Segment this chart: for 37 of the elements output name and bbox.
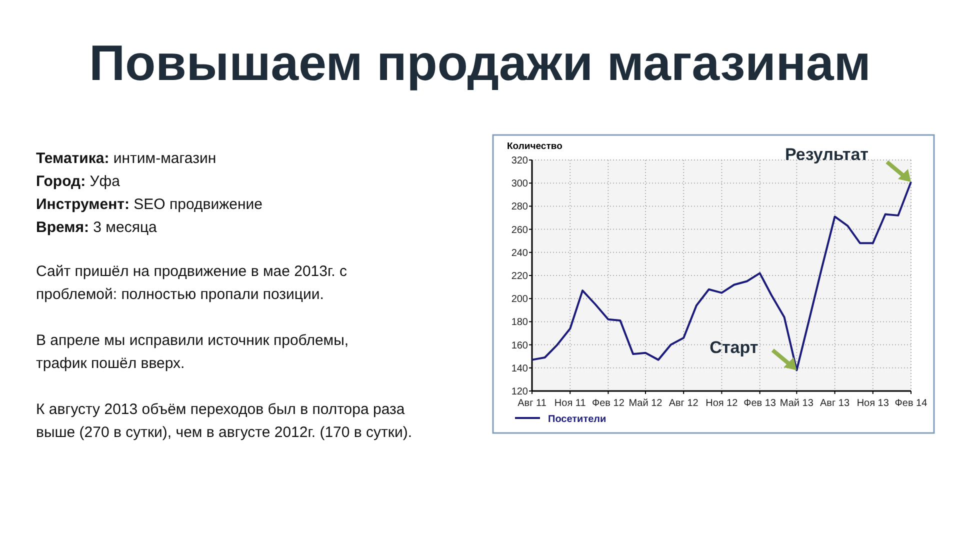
x-tick-label: Ноя 13 xyxy=(856,398,890,409)
x-tick-label: Авг 11 xyxy=(518,398,547,409)
y-tick-label: 220 xyxy=(511,271,528,282)
y-tick-label: 160 xyxy=(511,340,528,352)
text: Инструмент: SEO продвижение xyxy=(36,196,262,213)
y-tick-label: 180 xyxy=(511,317,528,328)
annotation: Старт xyxy=(710,338,758,358)
x-tick-label: Авг 12 xyxy=(668,398,699,409)
text: К августу 2013 объём переходов был в полтора раза xyxy=(36,401,406,418)
y-tick-label: 300 xyxy=(511,178,528,190)
y-tick-label: 320 xyxy=(511,156,528,166)
text: Сайт пришёл на продвижение в мае 2013г. с xyxy=(36,263,348,280)
text: трафик пошёл вверх. xyxy=(36,355,185,372)
text: Тематика: интим-магазин xyxy=(36,150,216,167)
x-tick-label: Авг 13 xyxy=(820,398,850,409)
y-tick-label: 120 xyxy=(511,386,528,398)
text: В апреле мы исправили источник проблемы, xyxy=(36,332,349,349)
legend-label: Посетители xyxy=(548,414,606,425)
x-tick-label: Фев 12 xyxy=(592,398,625,409)
annotation: Результат xyxy=(785,144,868,164)
chart-title: Повышаем продажи магазинам xyxy=(89,35,871,91)
y-tick-label: 260 xyxy=(511,224,528,236)
x-tick-label: Ноя 11 xyxy=(554,398,586,409)
text: выше (270 в сутки), чем в августе 2012г. (170 в сутки). xyxy=(36,424,412,441)
y-tick-label: 240 xyxy=(511,248,528,259)
x-tick-label: Фев 14 xyxy=(894,398,928,409)
y-tick-label: 280 xyxy=(511,202,528,213)
text: Город: Уфа xyxy=(36,173,121,190)
x-tick-label: Май 13 xyxy=(780,398,814,409)
y-tick-label: 140 xyxy=(511,363,528,374)
y-axis-title: Количество xyxy=(507,141,563,152)
text: проблемой: полностью пропали позиции. xyxy=(36,286,324,303)
x-tick-label: Ноя 12 xyxy=(706,398,738,409)
text: Время: 3 месяца xyxy=(36,219,158,236)
x-tick-label: Фев 13 xyxy=(744,398,776,409)
x-tick-label: Май 12 xyxy=(628,398,663,409)
y-tick-label: 200 xyxy=(511,294,528,306)
